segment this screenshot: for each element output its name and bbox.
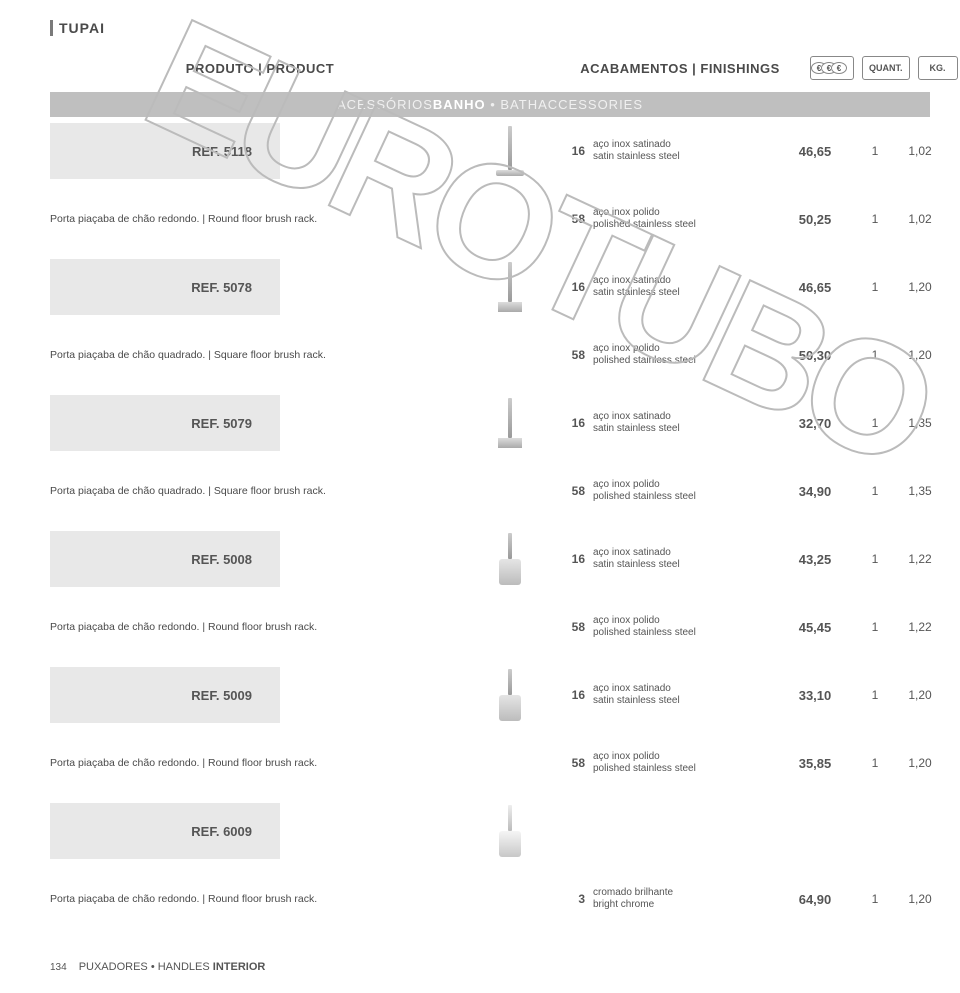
weight: 1,20	[895, 756, 945, 770]
product-image	[470, 533, 550, 585]
desc-cell: Porta piaçaba de chão quadrado. | Square…	[50, 485, 470, 497]
brand-logo: TUPAI	[50, 20, 930, 36]
weight: 1,35	[895, 416, 945, 430]
finish-code: 16	[550, 688, 585, 702]
finish-label: aço inox polidopolished stainless steel	[585, 479, 775, 504]
ref-cell: REF. 6009	[50, 803, 280, 859]
hdr-product: PRODUTO | PRODUCT	[50, 61, 470, 76]
price: 50,25	[775, 212, 855, 227]
price: 46,65	[775, 144, 855, 159]
finish-label: aço inox satinadosatin stainless steel	[585, 683, 775, 708]
quant-icon: QUANT.	[862, 56, 910, 80]
finish-label: aço inox satinadosatin stainless steel	[585, 547, 775, 572]
product-image	[470, 398, 550, 448]
product-rows: REF. 511816aço inox satinadosatin stainl…	[50, 117, 930, 933]
table-row: REF. 5118 16aço inox satinadosatin stainl…	[50, 117, 930, 185]
section-title-bar: ACESSÓRIOSBANHO • BATHACCESSORIES	[50, 92, 930, 117]
desc-cell: Porta piaçaba de chão redondo. | Round f…	[50, 893, 470, 905]
finish-label: aço inox polidopolished stainless steel	[585, 615, 775, 640]
table-row: Porta piaçaba de chão redondo. | Round f…	[50, 185, 930, 253]
finish-code: 58	[550, 620, 585, 634]
page-footer: 134 PUXADORES • HANDLES INTERIOR	[50, 961, 930, 973]
product-image	[470, 805, 550, 857]
table-row: REF. 5008 16aço inox satinadosatin stainl…	[50, 525, 930, 593]
finish-label: aço inox satinadosatin stainless steel	[585, 411, 775, 436]
desc-cell: Porta piaçaba de chão redondo. | Round f…	[50, 621, 470, 633]
weight: 1,02	[895, 212, 945, 226]
finish-code: 16	[550, 416, 585, 430]
weight: 1,20	[895, 892, 945, 906]
weight: 1,22	[895, 620, 945, 634]
kg-icon: KG.	[918, 56, 958, 80]
finish-code: 58	[550, 348, 585, 362]
ref-cell: REF. 5009	[50, 667, 280, 723]
table-row: REF. 5078 16aço inox satinadosatin stainl…	[50, 253, 930, 321]
table-row: REF. 5009 16aço inox satinadosatin stainl…	[50, 661, 930, 729]
ref-cell: REF. 5008	[50, 531, 280, 587]
table-row: Porta piaçaba de chão redondo. | Round f…	[50, 729, 930, 797]
quantity: 1	[855, 756, 895, 770]
quantity: 1	[855, 280, 895, 294]
table-row: Porta piaçaba de chão redondo. | Round f…	[50, 593, 930, 661]
product-image	[470, 126, 550, 176]
table-row: Porta piaçaba de chão quadrado. | Square…	[50, 321, 930, 389]
quantity: 1	[855, 144, 895, 158]
price: 64,90	[775, 892, 855, 907]
quantity: 1	[855, 484, 895, 498]
price: 32,70	[775, 416, 855, 431]
price-icon: €€€	[810, 56, 854, 80]
ref-cell: REF. 5079	[50, 395, 280, 451]
ref-cell: REF. 5078	[50, 259, 280, 315]
finish-code: 16	[550, 552, 585, 566]
footer-pt: PUXADORES	[79, 961, 148, 973]
table-row: REF. 6009	[50, 797, 930, 865]
desc-cell: Porta piaçaba de chão quadrado. | Square…	[50, 349, 470, 361]
desc-cell: Porta piaçaba de chão redondo. | Round f…	[50, 757, 470, 769]
quantity: 1	[855, 348, 895, 362]
weight: 1,35	[895, 484, 945, 498]
quantity: 1	[855, 688, 895, 702]
hdr-finishings: ACABAMENTOS | FINISHINGS	[550, 61, 810, 76]
footer-en: HANDLES	[158, 961, 210, 973]
table-row: Porta piaçaba de chão quadrado. | Square…	[50, 457, 930, 525]
column-headers: PRODUTO | PRODUCT ACABAMENTOS | FINISHIN…	[50, 56, 930, 80]
price: 43,25	[775, 552, 855, 567]
price: 34,90	[775, 484, 855, 499]
desc-cell: Porta piaçaba de chão redondo. | Round f…	[50, 213, 470, 225]
finish-code: 16	[550, 144, 585, 158]
quantity: 1	[855, 620, 895, 634]
quantity: 1	[855, 212, 895, 226]
quantity: 1	[855, 892, 895, 906]
finish-code: 3	[550, 892, 585, 906]
product-image	[470, 669, 550, 721]
finish-label: aço inox satinadosatin stainless steel	[585, 275, 775, 300]
page-number: 134	[50, 962, 67, 973]
price: 33,10	[775, 688, 855, 703]
finish-label: aço inox polidopolished stainless steel	[585, 207, 775, 232]
finish-label: aço inox satinadosatin stainless steel	[585, 139, 775, 164]
weight: 1,20	[895, 688, 945, 702]
weight: 1,02	[895, 144, 945, 158]
finish-code: 16	[550, 280, 585, 294]
finish-code: 58	[550, 212, 585, 226]
ref-cell: REF. 5118	[50, 123, 280, 179]
weight: 1,20	[895, 348, 945, 362]
table-row: Porta piaçaba de chão redondo. | Round f…	[50, 865, 930, 933]
finish-code: 58	[550, 756, 585, 770]
price: 46,65	[775, 280, 855, 295]
weight: 1,20	[895, 280, 945, 294]
quantity: 1	[855, 552, 895, 566]
finish-label: cromado brilhantebright chrome	[585, 887, 775, 912]
price: 50,30	[775, 348, 855, 363]
finish-code: 58	[550, 484, 585, 498]
table-row: REF. 5079 16aço inox satinadosatin stainl…	[50, 389, 930, 457]
finish-label: aço inox polidopolished stainless steel	[585, 751, 775, 776]
quantity: 1	[855, 416, 895, 430]
price: 45,45	[775, 620, 855, 635]
finish-label: aço inox polidopolished stainless steel	[585, 343, 775, 368]
product-image	[470, 262, 550, 312]
footer-bold: INTERIOR	[213, 961, 266, 973]
price: 35,85	[775, 756, 855, 771]
weight: 1,22	[895, 552, 945, 566]
